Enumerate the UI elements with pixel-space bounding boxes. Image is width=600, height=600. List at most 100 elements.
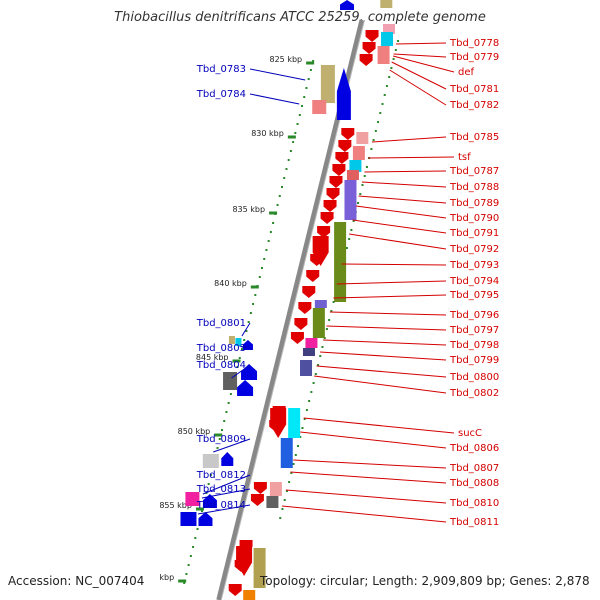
ruler-dot	[325, 328, 328, 330]
ruler-dot	[279, 517, 282, 519]
reverse-gene-arrow	[332, 164, 346, 176]
reverse-gene-box	[352, 146, 365, 160]
reverse-gene-box	[356, 132, 369, 144]
label-leader-line	[290, 471, 447, 484]
label-leader-line	[349, 233, 447, 250]
ruler-dot	[238, 357, 241, 359]
label-leader-line	[361, 181, 447, 188]
kbp-tick-label: 825 kbp	[270, 55, 303, 64]
forward-gene-box	[320, 65, 335, 103]
ruler-dot	[249, 312, 252, 314]
gene-label-Tbd_0782: Tbd_0782	[449, 100, 499, 111]
label-leader-line	[364, 170, 447, 173]
label-leader-line	[316, 365, 447, 378]
ruler-dot	[187, 564, 190, 566]
ruler-dot	[301, 105, 304, 107]
reverse-gene-box	[349, 160, 362, 172]
label-leader-line	[355, 205, 447, 219]
kbp-tick-label: 850 kbp	[178, 427, 211, 436]
forward-gene-arrow	[336, 68, 351, 120]
forward-gene-box	[202, 454, 219, 468]
gene-label-Tbd_0802: Tbd_0802	[449, 388, 499, 399]
kbp-tick-label: 845 kbp	[196, 353, 229, 362]
gene-label-Tbd_0798: Tbd_0798	[449, 340, 499, 351]
ruler-dot	[207, 483, 210, 485]
ruler-dot	[218, 438, 221, 440]
ruler-dot	[374, 130, 377, 132]
ruler-dot	[194, 537, 197, 539]
gene-label-Tbd_0796: Tbd_0796	[449, 310, 499, 321]
label-leader-line	[329, 311, 447, 316]
ruler-dot	[381, 103, 384, 105]
reverse-gene-arrow	[250, 494, 264, 506]
forward-gene-arrow	[221, 452, 234, 466]
reverse-gene-arrow	[306, 270, 320, 282]
reverse-gene-arrow	[362, 42, 376, 54]
ruler-dot	[348, 238, 351, 240]
label-leader-line	[197, 504, 251, 515]
forward-gene-arrow	[198, 512, 213, 526]
gene-label-tsf: tsf	[458, 152, 471, 163]
reverse-gene-arrow	[298, 302, 312, 314]
gene-label-Tbd_0788: Tbd_0788	[449, 182, 499, 193]
label-leader-line	[396, 42, 447, 45]
ruler-dot	[372, 139, 375, 141]
ruler-dot	[294, 454, 297, 456]
ruler-dot	[330, 310, 333, 312]
ruler-dot	[392, 58, 395, 60]
ruler-dot	[359, 193, 362, 195]
label-leader-line	[231, 364, 251, 379]
gene-label-Tbd_0809: Tbd_0809	[196, 434, 246, 445]
reverse-gene-box	[346, 170, 359, 180]
gene-label-Tbd_0797: Tbd_0797	[449, 325, 499, 336]
label-leader-line	[319, 351, 447, 361]
ruler-dot	[225, 411, 228, 413]
label-leader-line	[393, 53, 447, 58]
reverse-gene-box	[305, 338, 318, 348]
reverse-gene-arrow	[323, 200, 337, 212]
label-leader-line	[293, 459, 447, 469]
gene-label-Tbd_0807: Tbd_0807	[449, 463, 499, 474]
gene-label-Tbd_0795: Tbd_0795	[449, 290, 499, 301]
label-leader-line	[392, 55, 455, 73]
gene-label-Tbd_0783: Tbd_0783	[196, 64, 246, 75]
reverse-gene-arrow	[359, 54, 373, 66]
ruler-dot	[272, 222, 275, 224]
ruler-dot	[196, 528, 199, 530]
ruler-dot	[258, 276, 261, 278]
gene-label-Tbd_0787: Tbd_0787	[449, 166, 499, 177]
forward-gene-box	[185, 492, 200, 506]
gene-label-sucC: sucC	[458, 428, 482, 439]
gene-label-Tbd_0785: Tbd_0785	[449, 132, 499, 143]
ruler-dot	[357, 202, 360, 204]
ruler-dot	[312, 60, 315, 62]
reverse-gene-arrow	[317, 226, 331, 238]
reverse-gene-box	[381, 32, 394, 46]
label-leader-line	[391, 61, 447, 90]
reverse-gene-box	[314, 300, 327, 308]
gene-label-Tbd_0812: Tbd_0812	[196, 470, 246, 481]
gene-label-Tbd_0781: Tbd_0781	[449, 84, 499, 95]
ruler-dot	[292, 463, 295, 465]
reverse-gene-box	[253, 548, 266, 588]
gene-label-Tbd_0810: Tbd_0810	[449, 498, 499, 509]
reverse-gene-arrow	[312, 236, 329, 266]
ruler-dot	[289, 150, 292, 152]
reverse-gene-arrow	[320, 212, 334, 224]
reverse-gene-box	[266, 496, 279, 508]
ruler-dot	[227, 402, 230, 404]
kbp-tick-label: 835 kbp	[232, 205, 265, 214]
gene-label-Tbd_0806: Tbd_0806	[449, 443, 499, 454]
ruler-dot	[267, 240, 270, 242]
reverse-gene-arrow	[338, 140, 352, 152]
reverse-gene-box	[280, 438, 293, 468]
kbp-tick-label: 830 kbp	[251, 129, 284, 138]
ruler-dot	[385, 85, 388, 87]
ruler-dot	[328, 319, 331, 321]
ruler-dot	[305, 87, 308, 89]
reverse-gene-box	[344, 180, 357, 220]
label-leader-line	[249, 68, 306, 81]
ruler-dot	[281, 508, 284, 510]
label-leader-line	[241, 322, 251, 337]
ruler-dot	[285, 490, 288, 492]
